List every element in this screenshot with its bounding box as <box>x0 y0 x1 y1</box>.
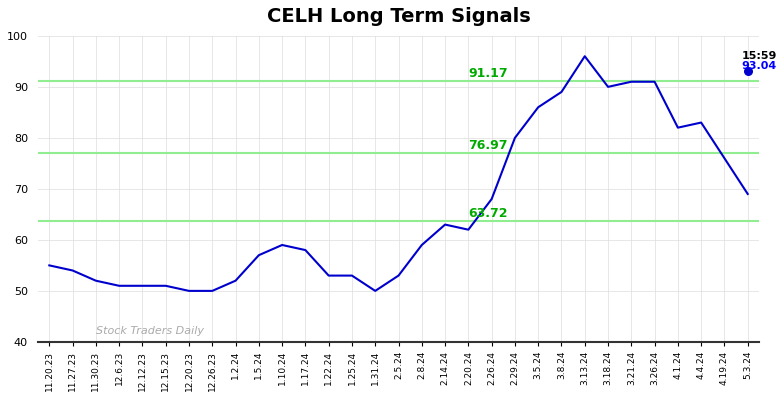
Title: CELH Long Term Signals: CELH Long Term Signals <box>267 7 531 26</box>
Text: 63.72: 63.72 <box>468 207 508 220</box>
Text: Stock Traders Daily: Stock Traders Daily <box>96 326 204 336</box>
Text: 91.17: 91.17 <box>468 67 508 80</box>
Text: 15:59: 15:59 <box>742 51 777 60</box>
Text: 93.04: 93.04 <box>742 61 777 71</box>
Text: 76.97: 76.97 <box>468 139 508 152</box>
Point <box>742 68 754 74</box>
